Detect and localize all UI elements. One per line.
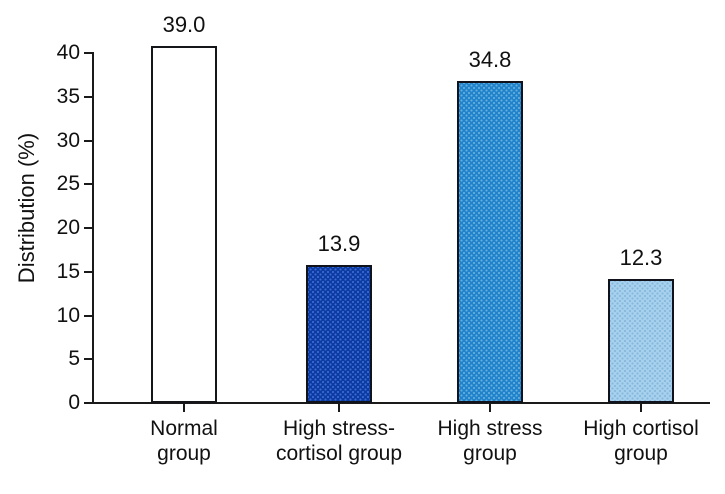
x-axis-label-line: High stress (437, 417, 543, 440)
y-tick (84, 139, 93, 142)
y-tick-label: 40 (56, 41, 80, 64)
bar-high-stress-cortisol-group (306, 264, 372, 403)
y-tick (84, 227, 93, 229)
x-axis-label-line: cortisol group (275, 442, 403, 465)
x-axis-label-line: Normal (150, 417, 218, 440)
x-tick (640, 404, 642, 412)
y-tick-label: 35 (56, 84, 80, 108)
y-tick (84, 270, 93, 273)
y-tick-label: 15 (56, 259, 80, 283)
y-tick-label: 0 (68, 391, 80, 414)
x-axis-line (92, 402, 710, 404)
y-tick (84, 95, 93, 98)
bar-value-label: 39.0 (162, 12, 206, 37)
y-tick (84, 183, 93, 186)
y-tick (84, 314, 93, 317)
x-axis-label-line: group (157, 442, 211, 465)
bar-normal-group (151, 46, 217, 403)
y-tick-label: 20 (56, 216, 80, 239)
y-tick-label: 5 (68, 347, 80, 371)
y-tick-label: 25 (56, 172, 80, 196)
bar-value-label: 12.3 (619, 244, 663, 270)
x-axis-label-high-stress-group: High stress group (400, 416, 580, 466)
y-tick (84, 358, 93, 361)
x-tick (183, 404, 185, 412)
y-axis-line (92, 52, 94, 404)
y-tick (84, 52, 93, 54)
x-axis-label-line: High cortisol (583, 417, 699, 440)
bar-value-label: 13.9 (317, 230, 361, 256)
x-tick (338, 404, 340, 412)
bar-high-cortisol-group (608, 278, 674, 403)
x-axis-label-line: group (463, 442, 517, 465)
x-axis-label-normal-group: Normal group (94, 416, 274, 466)
x-axis-label-line: High stress- (282, 417, 396, 440)
y-tick (84, 402, 93, 404)
y-tick-label: 30 (56, 128, 80, 152)
x-tick (489, 404, 491, 412)
x-axis-label-high-cortisol-group: High cortisol group (551, 416, 725, 466)
bar-value-label: 34.8 (468, 47, 512, 72)
y-tick-label: 10 (56, 303, 80, 327)
x-axis-label-line: group (614, 442, 668, 465)
x-axis-label-high-stress-cortisol-group: High stress-cortisol group (249, 416, 429, 466)
bar-high-stress-group (457, 81, 523, 403)
